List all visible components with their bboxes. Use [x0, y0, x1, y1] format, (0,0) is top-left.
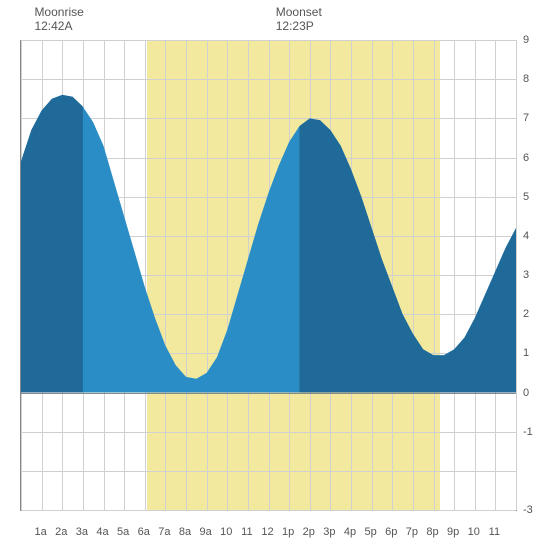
x-tick: 11 [241, 526, 252, 538]
y-tick: -3 [523, 504, 533, 516]
x-tick: 7a [158, 526, 170, 538]
y-tick: 4 [523, 230, 529, 242]
tide-back-path-1 [299, 118, 516, 392]
y-tick: 5 [523, 191, 529, 203]
grid-h [21, 510, 516, 511]
tide-back-path-0 [21, 95, 83, 393]
x-tick: 6a [138, 526, 150, 538]
moonrise-label: Moonrise 12:42A [34, 5, 83, 34]
tide-front-path [21, 95, 516, 393]
grid-v [516, 40, 517, 510]
x-tick: 5p [365, 526, 377, 538]
x-tick: 1a [35, 526, 47, 538]
y-tick: 1 [523, 347, 529, 359]
moonset-label: Moonset 12:23P [276, 5, 322, 34]
tide-chart: Moonrise 12:42A Moonset 12:23P 1a 2a 3a 4a 5… [0, 0, 550, 550]
x-tick: 9p [447, 526, 459, 538]
x-tick: 3a [76, 526, 88, 538]
x-tick: 10 [468, 526, 480, 538]
moonset-time: 12:23P [276, 19, 314, 33]
moonrise-time: 12:42A [34, 19, 72, 33]
tide-curves [21, 40, 516, 510]
x-tick: 4p [344, 526, 356, 538]
y-tick: 7 [523, 112, 529, 124]
x-tick: 7p [406, 526, 418, 538]
x-tick: 10 [220, 526, 232, 538]
x-tick: 11 [489, 526, 500, 538]
y-tick: 9 [523, 34, 529, 46]
x-tick: 3p [323, 526, 335, 538]
y-tick: 8 [523, 73, 529, 85]
x-tick: 4a [96, 526, 108, 538]
plot-area [20, 40, 517, 511]
moonset-title: Moonset [276, 5, 322, 19]
y-tick: -1 [523, 426, 533, 438]
moonrise-title: Moonrise [34, 5, 83, 19]
x-tick: 2p [303, 526, 315, 538]
x-tick: 8p [426, 526, 438, 538]
x-tick: 6p [385, 526, 397, 538]
x-tick: 2a [55, 526, 67, 538]
y-tick: 0 [523, 387, 529, 399]
x-tick: 8a [179, 526, 191, 538]
y-tick: 3 [523, 269, 529, 281]
y-tick: 2 [523, 308, 529, 320]
y-tick: 6 [523, 152, 529, 164]
x-tick: 12 [261, 526, 273, 538]
x-tick: 5a [117, 526, 129, 538]
x-tick: 1p [282, 526, 294, 538]
x-tick: 9a [200, 526, 212, 538]
